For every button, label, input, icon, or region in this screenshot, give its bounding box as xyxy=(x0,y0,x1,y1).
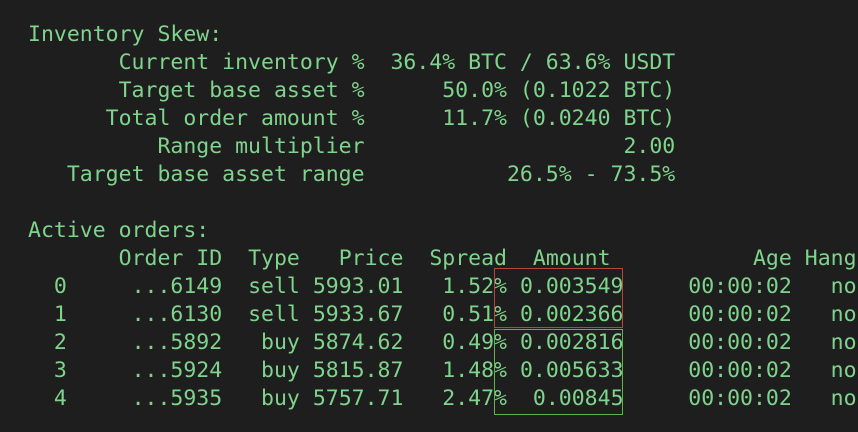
inventory-header-line: Inventory Skew: xyxy=(28,21,857,49)
column-header: Type xyxy=(248,246,300,271)
order-age: 00:00:02 xyxy=(688,330,792,355)
order-row: 1 ...6130 sell 5933.67 0.51% 0.002366 00… xyxy=(28,301,857,329)
order-amount: 0.00845 xyxy=(532,386,624,411)
column-header: Amount xyxy=(532,246,611,271)
column-header: Age xyxy=(752,246,792,271)
order-age: 00:00:02 xyxy=(688,274,792,299)
inventory-value: 11.7% (0.0240 BTC) xyxy=(442,106,676,131)
order-spread: 0.49% xyxy=(442,330,508,355)
order-id: ...5892 xyxy=(131,330,223,355)
active-orders-heading: Active orders: xyxy=(28,218,210,243)
order-idx: 2 xyxy=(53,330,67,355)
order-id: ...5935 xyxy=(131,386,223,411)
inventory-label: Target base asset range xyxy=(66,162,365,187)
order-hang: no xyxy=(830,274,857,299)
inventory-row: Target base asset % 50.0% (0.1022 BTC) xyxy=(28,77,857,105)
order-row: 0 ...6149 sell 5993.01 1.52% 0.003549 00… xyxy=(28,273,857,301)
inventory-value: 26.5% - 73.5% xyxy=(506,162,676,187)
order-type: buy xyxy=(261,358,300,383)
blank-line xyxy=(28,189,857,217)
orders-column-header-row: Order ID Type Price Spread Amount Age Ha… xyxy=(28,245,857,273)
order-spread: 1.48% xyxy=(442,358,508,383)
column-header: Order ID xyxy=(118,246,223,271)
order-age: 00:00:02 xyxy=(688,302,792,327)
order-price: 5933.67 xyxy=(312,302,404,327)
column-header: Spread xyxy=(429,246,507,271)
order-id: ...6130 xyxy=(131,302,223,327)
inventory-row: Target base asset range 26.5% - 73.5% xyxy=(28,161,857,189)
order-age: 00:00:02 xyxy=(688,358,792,383)
order-price: 5757.71 xyxy=(312,386,404,411)
inventory-label: Target base asset % xyxy=(118,78,365,103)
terminal-output: Inventory Skew: Current inventory % 36.4… xyxy=(28,21,857,413)
inventory-label: Current inventory % xyxy=(118,50,365,75)
inventory-row: Range multiplier 2.00 xyxy=(28,133,857,161)
order-row: 2 ...5892 buy 5874.62 0.49% 0.002816 00:… xyxy=(28,329,857,357)
order-spread: 0.51% xyxy=(442,302,507,327)
order-idx: 1 xyxy=(53,302,67,327)
order-price: 5993.01 xyxy=(312,274,404,299)
order-idx: 0 xyxy=(53,274,67,299)
order-spread: 2.47% xyxy=(442,386,508,411)
inventory-label: Total order amount % xyxy=(105,106,365,131)
order-hang: no xyxy=(830,302,857,327)
order-amount: 0.005633 xyxy=(519,358,624,383)
column-header: Hang xyxy=(804,246,857,271)
inventory-value: 2.00 xyxy=(623,134,676,159)
order-hang: no xyxy=(830,358,857,383)
order-amount: 0.002366 xyxy=(519,302,624,327)
order-price: 5874.62 xyxy=(312,330,404,355)
order-age: 00:00:02 xyxy=(688,386,792,411)
order-row: 4 ...5935 buy 5757.71 2.47% 0.00845 00:0… xyxy=(28,385,857,413)
order-idx: 4 xyxy=(53,386,67,411)
inventory-skew-heading: Inventory Skew: xyxy=(28,22,223,47)
order-price: 5815.87 xyxy=(312,358,404,383)
column-header: Price xyxy=(338,246,404,271)
order-row: 3 ...5924 buy 5815.87 1.48% 0.005633 00:… xyxy=(28,357,857,385)
inventory-row: Total order amount % 11.7% (0.0240 BTC) xyxy=(28,105,857,133)
order-amount: 0.002816 xyxy=(519,330,624,355)
order-id: ...5924 xyxy=(131,358,223,383)
order-hang: no xyxy=(830,330,857,355)
orders-header-line: Active orders: xyxy=(28,217,857,245)
inventory-row: Current inventory % 36.4% BTC / 63.6% US… xyxy=(28,49,857,77)
inventory-value: 50.0% (0.1022 BTC) xyxy=(442,78,676,103)
order-type: buy xyxy=(261,386,300,411)
order-type: buy xyxy=(261,330,300,355)
inventory-label: Range multiplier xyxy=(157,134,365,159)
order-type: sell xyxy=(248,302,300,327)
order-spread: 1.52% xyxy=(442,274,507,299)
order-type: sell xyxy=(248,274,300,299)
order-id: ...6149 xyxy=(131,274,223,299)
order-amount: 0.003549 xyxy=(519,274,624,299)
order-hang: no xyxy=(830,386,857,411)
inventory-value: 36.4% BTC / 63.6% USDT xyxy=(390,50,676,75)
order-idx: 3 xyxy=(53,358,67,383)
